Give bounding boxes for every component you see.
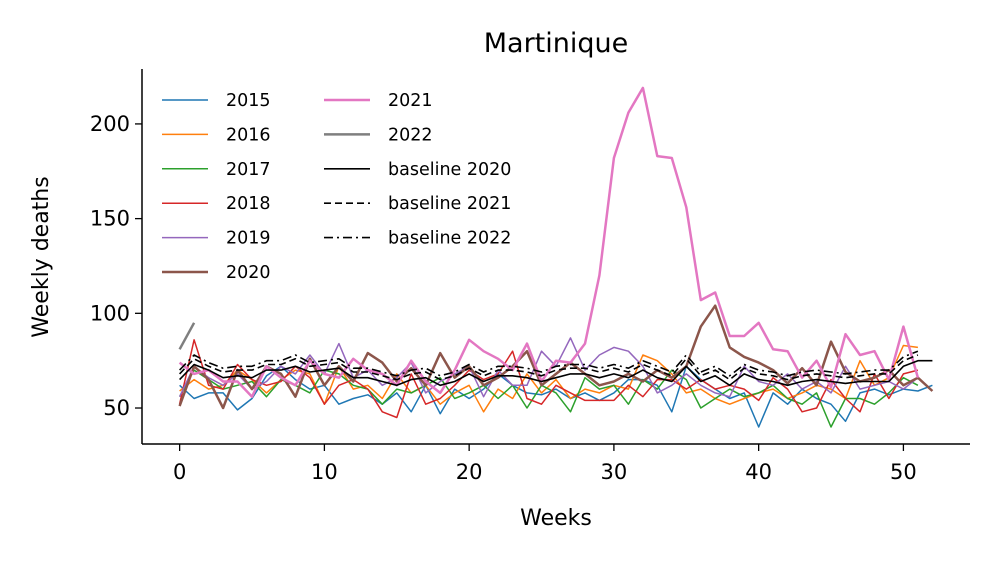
legend-entry-2021: 2021 <box>324 91 433 111</box>
legend-label: 2020 <box>226 263 271 283</box>
x-tick-label: 40 <box>745 460 772 484</box>
series-line-baseline-2021 <box>179 354 919 381</box>
legend-entry-2015: 2015 <box>162 91 271 111</box>
legend-label: 2022 <box>388 125 433 145</box>
legend-entry-baseline-2022: baseline 2022 <box>324 229 511 249</box>
legend: 2015 2016 2017 2018 2019 2020 2021 2022 baseline… <box>162 91 511 283</box>
legend-label: baseline 2021 <box>388 194 511 214</box>
legend-entry-2019: 2019 <box>162 229 271 249</box>
x-tick-label: 30 <box>601 460 628 484</box>
legend-entry-2020: 2020 <box>162 263 271 283</box>
legend-entry-2018: 2018 <box>162 194 271 214</box>
y-axis-label: Weekly deaths <box>29 176 54 337</box>
legend-label: 2018 <box>226 194 271 214</box>
legend-label: baseline 2022 <box>388 229 511 249</box>
x-axis-label: Weeks <box>520 506 592 531</box>
x-tick-label: 10 <box>311 460 338 484</box>
legend-entry-baseline-2020: baseline 2020 <box>324 160 511 180</box>
legend-entry-2022: 2022 <box>324 125 433 145</box>
legend-label: 2015 <box>226 91 271 111</box>
chart-title: Martinique <box>484 28 629 59</box>
legend-label: 2016 <box>226 125 271 145</box>
y-tick-label: 100 <box>90 301 130 325</box>
legend-label: 2021 <box>388 91 433 111</box>
series-line-baseline-2020 <box>179 359 933 387</box>
series-lines <box>178 86 934 428</box>
x-ticks: 0 10 20 30 40 50 <box>173 444 917 484</box>
legend-label: 2019 <box>226 229 271 249</box>
series-line-2015 <box>179 365 933 428</box>
y-tick-label: 150 <box>90 207 130 231</box>
legend-label: 2017 <box>226 160 271 180</box>
legend-entry-2017: 2017 <box>162 160 271 180</box>
y-ticks: 50 100 150 200 <box>90 112 142 420</box>
axes <box>141 69 970 445</box>
series-line-2021 <box>178 86 920 398</box>
legend-entry-2016: 2016 <box>162 125 271 145</box>
y-tick-label: 50 <box>103 396 130 420</box>
series-line-baseline-2022 <box>179 350 919 377</box>
legend-label: baseline 2020 <box>388 160 511 180</box>
series-line-2022 <box>178 322 196 350</box>
y-tick-label: 200 <box>90 112 130 136</box>
x-tick-label: 20 <box>456 460 483 484</box>
x-tick-label: 0 <box>173 460 186 484</box>
x-tick-label: 50 <box>890 460 917 484</box>
legend-entry-baseline-2021: baseline 2021 <box>324 194 511 214</box>
series-line-2019 <box>178 337 919 398</box>
